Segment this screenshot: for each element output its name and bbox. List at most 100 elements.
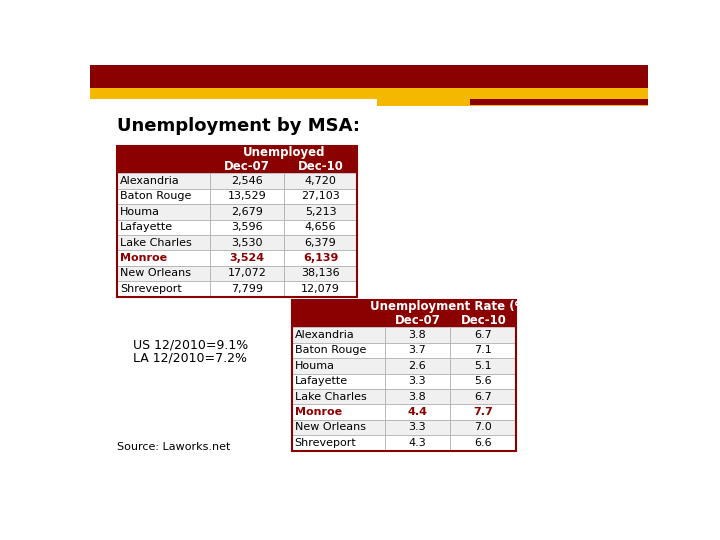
Bar [384, 374, 451, 389]
Bar [292, 300, 384, 314]
Text: Dec-07: Dec-07 [224, 160, 270, 173]
Bar [451, 314, 516, 327]
Bar [451, 358, 516, 374]
Bar [284, 235, 357, 251]
Text: Baton Rouge: Baton Rouge [120, 192, 192, 201]
Bar [117, 146, 357, 296]
Text: 2,679: 2,679 [231, 207, 263, 217]
Text: 3.3: 3.3 [409, 422, 426, 433]
Bar [384, 404, 451, 420]
Bar [451, 404, 516, 420]
Text: 38,136: 38,136 [301, 268, 340, 279]
Bar [292, 389, 384, 404]
Text: Dec-10: Dec-10 [297, 160, 343, 173]
Bar [292, 327, 384, 343]
Bar [117, 189, 210, 204]
Text: 6,379: 6,379 [305, 238, 336, 248]
Text: 2,546: 2,546 [231, 176, 263, 186]
Bar [292, 358, 384, 374]
Bar [284, 173, 357, 189]
Text: 7.1: 7.1 [474, 346, 492, 355]
Bar [284, 204, 357, 220]
Bar [469, 99, 648, 105]
Text: Unemployment by MSA:: Unemployment by MSA: [117, 117, 360, 135]
Bar [117, 266, 210, 281]
Text: New Orleans: New Orleans [120, 268, 192, 279]
Bar [284, 159, 357, 173]
Bar [451, 374, 516, 389]
Bar [210, 220, 284, 235]
Bar [210, 281, 284, 296]
Bar [451, 435, 516, 450]
Bar [210, 235, 284, 251]
Bar [292, 314, 384, 327]
Text: Houma: Houma [294, 361, 335, 371]
Text: 4.4: 4.4 [408, 407, 428, 417]
Text: 7,799: 7,799 [231, 284, 263, 294]
Bar [292, 404, 384, 420]
Bar [284, 189, 357, 204]
Text: 3,530: 3,530 [231, 238, 263, 248]
Text: 3.8: 3.8 [408, 330, 426, 340]
Text: LA 12/2010=7.2%: LA 12/2010=7.2% [132, 351, 247, 364]
Bar [451, 343, 516, 358]
Text: 4,720: 4,720 [305, 176, 336, 186]
Bar [284, 281, 357, 296]
Bar [292, 300, 516, 450]
Bar [210, 204, 284, 220]
Bar [117, 159, 210, 173]
Bar [210, 189, 284, 204]
Text: Unemployed: Unemployed [243, 146, 325, 159]
Text: 5,213: 5,213 [305, 207, 336, 217]
Text: New Orleans: New Orleans [294, 422, 366, 433]
Bar [117, 251, 210, 266]
Text: 6.6: 6.6 [474, 438, 492, 448]
Bar [292, 343, 384, 358]
Text: Baton Rouge: Baton Rouge [294, 346, 366, 355]
Text: 3.8: 3.8 [408, 392, 426, 402]
Text: Lake Charles: Lake Charles [294, 392, 366, 402]
Text: Lafayette: Lafayette [120, 222, 174, 232]
Bar [284, 220, 357, 235]
Bar [451, 420, 516, 435]
Bar [90, 65, 648, 88]
Bar [384, 314, 451, 327]
Text: Houma: Houma [120, 207, 161, 217]
Text: 4.3: 4.3 [408, 438, 426, 448]
Bar [117, 235, 210, 251]
Text: 7.0: 7.0 [474, 422, 492, 433]
Text: Shreveport: Shreveport [294, 438, 356, 448]
Text: 7.7: 7.7 [474, 407, 493, 417]
Text: US 12/2010=9.1%: US 12/2010=9.1% [132, 338, 248, 351]
Text: 27,103: 27,103 [301, 192, 340, 201]
Bar [384, 343, 451, 358]
Bar [384, 358, 451, 374]
Text: Dec-10: Dec-10 [460, 314, 506, 327]
Bar [284, 251, 357, 266]
Bar [384, 300, 516, 314]
Bar [384, 435, 451, 450]
Text: Dec-07: Dec-07 [395, 314, 441, 327]
Text: Alexandria: Alexandria [294, 330, 354, 340]
Text: 6.7: 6.7 [474, 330, 492, 340]
Bar [451, 389, 516, 404]
Bar [210, 146, 357, 159]
Bar [377, 99, 648, 106]
Text: 17,072: 17,072 [228, 268, 266, 279]
Text: 3,524: 3,524 [230, 253, 264, 263]
Bar [384, 389, 451, 404]
Text: 13,529: 13,529 [228, 192, 266, 201]
Bar [210, 251, 284, 266]
Bar [210, 266, 284, 281]
Bar [384, 327, 451, 343]
Text: Monroe: Monroe [120, 253, 167, 263]
Bar [117, 173, 210, 189]
Text: 3,596: 3,596 [231, 222, 263, 232]
Bar [117, 220, 210, 235]
Bar [90, 88, 648, 99]
Text: 3.7: 3.7 [408, 346, 426, 355]
Text: 6.7: 6.7 [474, 392, 492, 402]
Bar [292, 374, 384, 389]
Text: 2.6: 2.6 [408, 361, 426, 371]
Text: 3.3: 3.3 [409, 376, 426, 386]
